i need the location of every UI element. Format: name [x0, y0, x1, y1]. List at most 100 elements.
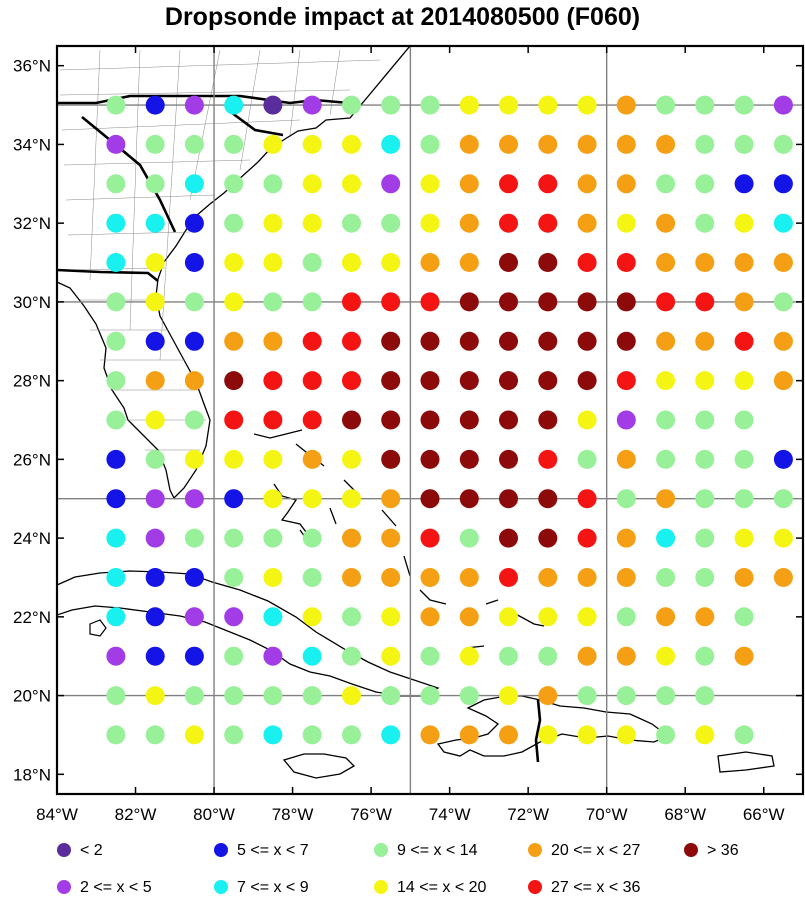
impact-dot [302, 568, 322, 587]
legend-label: 20 <= x < 27 [551, 842, 641, 859]
impact-dot [616, 213, 636, 233]
impact-dot [145, 213, 165, 233]
impact-dot [499, 174, 518, 194]
impact-dot [263, 134, 283, 154]
impact-dot [538, 489, 558, 509]
impact-dot [459, 686, 479, 706]
impact-dot [616, 449, 636, 469]
impact-dot [616, 607, 636, 627]
impact-dot [420, 686, 440, 706]
impact-dot [106, 686, 126, 706]
impact-dot [656, 331, 676, 351]
haiti-dr-border [534, 699, 542, 763]
impact-dot [538, 607, 558, 627]
impact-dot [263, 528, 283, 548]
impact-dot [459, 607, 479, 627]
impact-dot [577, 410, 597, 430]
hispaniola-land [436, 695, 670, 757]
legend-label: 14 <= x < 20 [397, 879, 487, 896]
impact-dot [145, 134, 165, 154]
impact-dot [616, 134, 636, 154]
impact-dot [302, 607, 322, 627]
impact-dot [538, 253, 558, 272]
impact-dot [263, 331, 283, 351]
impact-dot [263, 607, 283, 627]
impact-dot [342, 371, 361, 391]
impact-dot [420, 410, 440, 430]
impact-dot [342, 686, 361, 706]
impact-dot [106, 489, 126, 509]
impact-dot [420, 253, 440, 272]
impact-dot [734, 607, 754, 627]
impact-dot [381, 607, 401, 627]
legend-swatch [528, 843, 542, 857]
impact-dot [342, 646, 361, 666]
impact-dot [499, 410, 518, 430]
impact-dot [381, 213, 401, 233]
impact-dot [577, 95, 597, 115]
impact-dot [499, 134, 518, 154]
impact-dot [420, 528, 440, 548]
impact-dot [106, 607, 126, 627]
impact-dot [616, 489, 636, 509]
impact-dot [381, 686, 401, 706]
impact-dot [734, 410, 754, 430]
impact-dot [145, 410, 165, 430]
impact-dot [184, 253, 204, 272]
impact-dot [145, 95, 165, 115]
impact-dot [420, 725, 440, 745]
impact-dot [695, 253, 715, 272]
impact-dot [538, 134, 558, 154]
impact-dot [224, 253, 244, 272]
legend-swatch [374, 880, 388, 894]
impact-dot [145, 292, 165, 312]
impact-dot [302, 95, 322, 115]
axes: 84°W 82°W 80°W 78°W 76°W 74°W 72°W 70°W 68°W 66°W… [13, 46, 803, 824]
impact-dot [106, 528, 126, 548]
impact-dot [538, 449, 558, 469]
impact-dot [656, 568, 676, 587]
impact-dot [106, 134, 126, 154]
impact-dot [577, 568, 597, 587]
impact-dot [538, 646, 558, 666]
x-tick-label: 78°W [272, 805, 314, 824]
impact-dot [224, 449, 244, 469]
impact-dot [106, 253, 126, 272]
impact-dot [224, 489, 244, 509]
impact-dot [459, 410, 479, 430]
impact-dot [499, 213, 518, 233]
legend-swatch [214, 843, 228, 857]
impact-dot [381, 331, 401, 351]
impact-dot [263, 568, 283, 587]
impact-dot [616, 292, 636, 312]
impact-dot [381, 371, 401, 391]
impact-dot [224, 292, 244, 312]
impact-dot [420, 489, 440, 509]
impact-dot [342, 134, 361, 154]
impact-dot [302, 134, 322, 154]
puerto-rico-land [717, 751, 775, 773]
impact-dot [106, 449, 126, 469]
impact-dot [538, 213, 558, 233]
impact-dot [577, 607, 597, 627]
isle-of-youth [89, 619, 107, 637]
impact-dot [459, 331, 479, 351]
impact-dot [616, 568, 636, 587]
impact-dot [145, 607, 165, 627]
impact-dot [342, 449, 361, 469]
impact-dot [656, 174, 676, 194]
impact-dot [577, 646, 597, 666]
impact-dot [184, 174, 204, 194]
cuba-land [57, 570, 440, 697]
impact-dot [695, 568, 715, 587]
impact-dot [695, 686, 715, 706]
impact-dot [145, 331, 165, 351]
impact-dot [224, 568, 244, 587]
impact-dot [381, 95, 401, 115]
impact-dot [145, 568, 165, 587]
impact-dot [459, 174, 479, 194]
impact-dot [106, 646, 126, 666]
impact-dot [656, 646, 676, 666]
impact-dot [263, 686, 283, 706]
impact-dot [734, 213, 754, 233]
